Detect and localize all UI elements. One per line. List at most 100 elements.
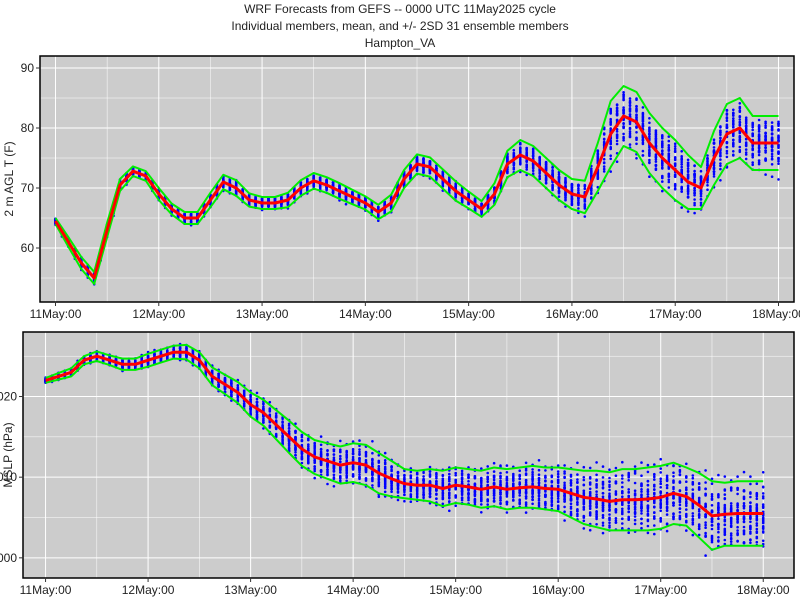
temperature-member-point (176, 208, 180, 212)
temperature-member-point (641, 106, 645, 109)
temperature-member-point (344, 202, 348, 206)
temperature-member-point (609, 142, 612, 146)
temperature-member-point (512, 166, 516, 170)
temperature-member-point (751, 133, 754, 136)
pressure-member-point (255, 397, 259, 401)
temperature-member-point (744, 148, 748, 151)
temperature-member-point (732, 150, 735, 153)
temperature-member-point (680, 187, 683, 190)
temperature-member-point (286, 195, 290, 198)
temperature-member-point (422, 157, 425, 161)
pressure-member-point (236, 386, 240, 389)
temperature-member-point (661, 134, 664, 137)
temperature-member-point (706, 154, 709, 157)
temperature-member-point (602, 167, 606, 171)
pressure-member-point (307, 461, 310, 464)
temperature-member-point (435, 166, 438, 170)
temperature-member-point (725, 119, 729, 123)
temperature-member-point (428, 160, 432, 163)
pressure-member-point (191, 350, 195, 354)
temperature-member-point (706, 188, 709, 191)
temperature-member-point (693, 211, 696, 215)
temperature-member-point (622, 139, 625, 142)
pressure-member-point (255, 400, 259, 404)
temperature-member-point (622, 91, 625, 94)
temperature-member-point (512, 161, 516, 165)
temperature-member-point (344, 196, 348, 199)
temperature-member-point (680, 150, 683, 153)
temperature-member-point (306, 188, 309, 191)
temperature-member-point (654, 133, 658, 136)
temperature-member-point (732, 142, 735, 145)
pressure-member-point (274, 416, 278, 419)
pressure-member-point (210, 370, 214, 373)
temperature-member-point (260, 204, 264, 207)
temperature-member-point (557, 176, 561, 180)
temperature-member-point (364, 197, 367, 201)
temperature-member-point (538, 157, 541, 161)
temperature-member-point (706, 181, 709, 184)
temperature-member-point (712, 166, 716, 169)
temperature-member-point (641, 142, 645, 146)
temperature-member-point (648, 117, 651, 120)
temperature-x-tick-label: 13May:00 (236, 307, 289, 321)
temperature-member-point (247, 194, 251, 197)
temperature-member-point (402, 183, 406, 187)
temperature-x-tick-label: 14May:00 (339, 307, 392, 321)
temperature-member-point (267, 204, 270, 208)
temperature-member-point (635, 107, 638, 110)
temperature-member-point (635, 131, 638, 134)
temperature-member-point (699, 194, 703, 198)
temperature-member-point (738, 136, 742, 139)
pressure-member-point (287, 440, 291, 444)
pressure-member-point (281, 435, 284, 439)
temperature-member-point (667, 156, 671, 159)
temperature-member-point (602, 133, 606, 136)
pressure-member-point (255, 391, 259, 395)
temperature-member-point (544, 160, 548, 164)
temperature-member-point (609, 110, 612, 114)
temperature-member-point (686, 158, 690, 162)
temperature-member-point (564, 197, 567, 201)
temperature-member-point (770, 145, 774, 148)
temperature-member-point (654, 137, 658, 140)
temperature-member-point (415, 156, 419, 160)
temperature-member-point (596, 156, 600, 159)
pressure-member-point (166, 357, 169, 360)
temperature-member-point (615, 160, 619, 163)
temperature-member-point (764, 159, 767, 162)
temperature-member-point (654, 140, 658, 143)
temperature-member-point (351, 200, 354, 204)
temperature-member-point (744, 118, 748, 121)
temperature-member-point (577, 201, 580, 205)
temperature-member-point (344, 198, 348, 201)
temperature-member-point (544, 176, 548, 180)
temperature-member-point (725, 124, 729, 128)
temperature-member-point (770, 125, 774, 128)
temperature-member-point (686, 164, 690, 167)
pressure-member-point (230, 382, 233, 385)
temperature-member-point (234, 182, 238, 185)
temperature-member-point (628, 135, 632, 139)
temperature-member-point (454, 194, 458, 198)
temperature-member-point (628, 126, 632, 130)
temperature-member-point (228, 188, 232, 192)
temperature-member-point (738, 115, 742, 118)
temperature-member-point (777, 128, 780, 132)
temperature-member-point (628, 101, 632, 105)
temperature-member-point (615, 136, 619, 140)
temperature-member-point (641, 111, 645, 115)
pressure-member-point (178, 354, 182, 357)
pressure-member-point (313, 465, 317, 468)
temperature-member-point (732, 122, 735, 125)
pressure-member-point (326, 468, 329, 471)
temperature-member-point (757, 118, 761, 122)
temperature-member-point (686, 170, 690, 174)
temperature-member-point (273, 205, 277, 209)
temperature-member-point (757, 149, 761, 152)
temperature-member-point (712, 175, 716, 178)
temperature-member-point (719, 179, 722, 182)
temperature-member-point (351, 190, 354, 194)
temperature-member-point (680, 190, 683, 193)
temperature-member-point (770, 155, 774, 158)
